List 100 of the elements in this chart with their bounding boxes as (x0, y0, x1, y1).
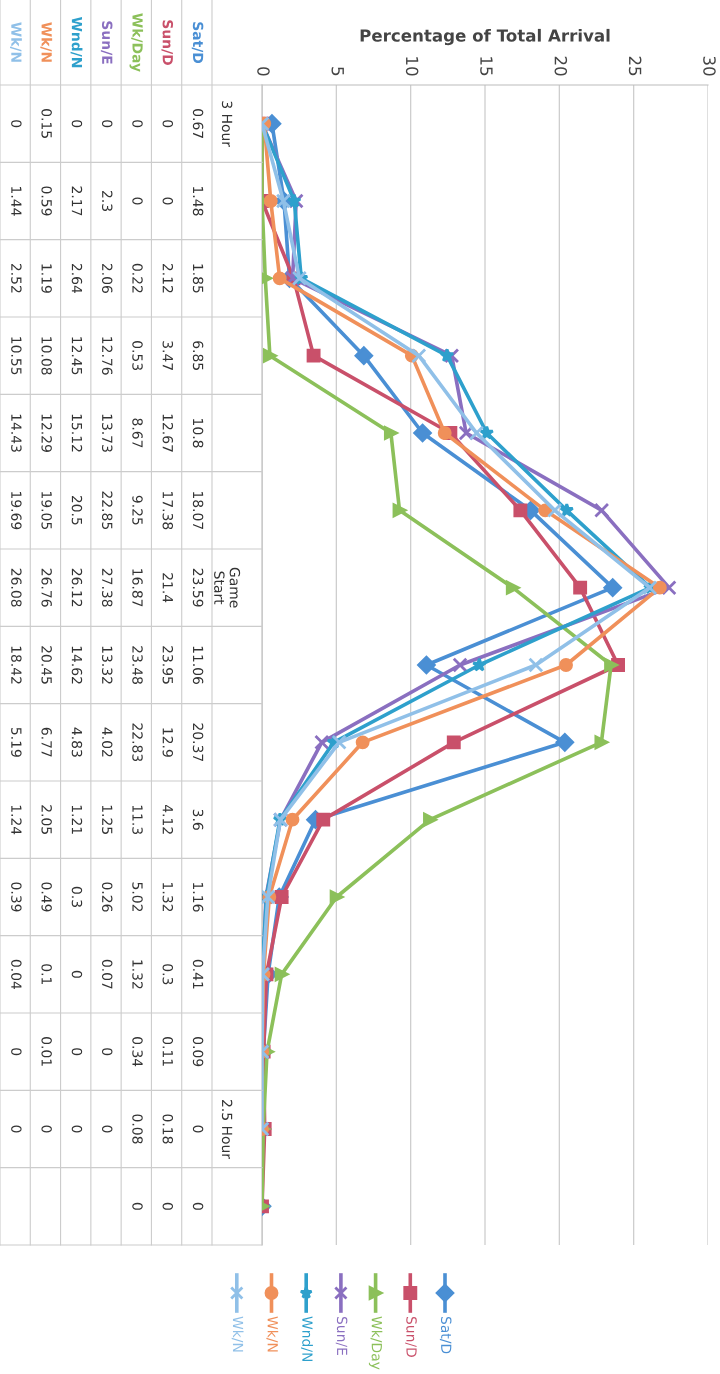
data-label: 0 (132, 120, 143, 128)
data-label: 3.47 (162, 341, 174, 370)
data-label: 0 (71, 970, 83, 978)
legend-label: Sat/D (439, 1316, 452, 1354)
data-label: 26.08 (11, 568, 22, 607)
data-label: 4.02 (101, 727, 113, 757)
data-label: 22.85 (101, 491, 113, 529)
data-label: 1.16 (192, 883, 204, 912)
data-label: 1.21 (71, 805, 83, 834)
data-label: 0.59 (41, 186, 52, 216)
data-label: 0 (162, 1202, 174, 1210)
x-tick-label: 5 (331, 67, 344, 76)
data-label: 0 (11, 1125, 22, 1133)
data-label: 11.3 (132, 805, 143, 835)
data-label: 27.38 (101, 568, 113, 607)
y-tick-label: 3 Hour (221, 101, 233, 148)
data-label: 0.18 (162, 1114, 174, 1144)
data-label: 19.69 (11, 491, 22, 530)
data-label: 0.34 (132, 1037, 143, 1067)
data-label: 23.59 (192, 568, 204, 607)
data-label: 0 (192, 1125, 204, 1133)
data-label: 1.44 (11, 187, 22, 216)
data-label: 0.11 (162, 1037, 174, 1066)
data-label: 0.01 (41, 1037, 52, 1066)
text: Wk/N (266, 1316, 279, 1352)
data-label: 3.6 (192, 809, 204, 830)
data-label: 26.12 (71, 568, 83, 607)
data-label: 10.8 (192, 419, 204, 448)
data-label: 8.67 (132, 418, 143, 448)
data-label: 19.05 (41, 491, 52, 529)
data-label: 0 (101, 1125, 113, 1133)
x-axis-title: Percentage of Total Arrival (360, 28, 610, 46)
data-label: 5.02 (132, 882, 143, 912)
text: Wk/N (40, 22, 53, 62)
data-label: 9.25 (132, 495, 143, 525)
data-label: 12.67 (162, 414, 174, 452)
data-label: 12.76 (101, 337, 113, 375)
data-label: 0.08 (132, 1114, 143, 1144)
data-label: 0.53 (132, 341, 143, 371)
data-label: 2.05 (41, 805, 52, 834)
text: Sat/D (191, 22, 204, 64)
x-tick-label: 30 (703, 56, 716, 76)
data-label: 12.45 (71, 337, 83, 375)
data-label: 6.85 (192, 341, 204, 370)
data-label: 0 (71, 1125, 83, 1133)
data-label: 0 (132, 197, 143, 205)
x-tick-label: 10 (405, 57, 419, 76)
x-tick-label: 20 (554, 56, 568, 76)
x-tick-label: 0 (257, 67, 270, 76)
data-label: 0.49 (41, 882, 52, 912)
data-label: 0.26 (101, 882, 113, 912)
data-label: 1.25 (101, 805, 113, 834)
data-label: 14.62 (71, 646, 83, 684)
data-label: 1.48 (192, 187, 204, 216)
data-label: 23.48 (132, 646, 143, 684)
data-label: 22.83 (132, 723, 143, 762)
data-label: 0 (192, 1202, 204, 1210)
data-label: 0.15 (41, 109, 52, 138)
data-label: 20.45 (41, 646, 52, 684)
data-label: 2.06 (101, 263, 113, 293)
data-label: 10.55 (11, 337, 22, 375)
data-label: 20.5 (71, 495, 83, 525)
y-tick-label: Game Start (214, 567, 241, 608)
data-label: 4.83 (71, 727, 83, 757)
data-label: 15.12 (71, 414, 83, 452)
data-label: 1.24 (11, 805, 22, 835)
data-label: 2.52 (11, 263, 22, 293)
data-label: 16.87 (132, 569, 143, 607)
data-label: 2.12 (162, 263, 174, 293)
data-label: 18.42 (11, 646, 22, 684)
data-label: 0.3 (71, 886, 83, 907)
data-label: 13.73 (101, 414, 113, 452)
data-label: 0 (162, 197, 174, 205)
text: Wnd/N (70, 16, 83, 68)
text: Wk/N (10, 22, 22, 62)
data-label: 0 (132, 1202, 143, 1210)
data-label: 14.43 (11, 414, 22, 452)
data-label: 26.76 (41, 568, 52, 607)
data-label: 11.06 (192, 646, 204, 685)
data-label: 0.1 (41, 964, 52, 985)
text: Sun/E (100, 21, 113, 64)
text: Wk/N (231, 1316, 244, 1352)
data-label: 2.3 (101, 190, 113, 211)
text: Wk/Day (368, 1316, 383, 1370)
data-label: 12.29 (41, 414, 52, 452)
data-label: 0 (11, 120, 22, 128)
text: Sun/D (161, 20, 174, 65)
data-label: 0.3 (162, 964, 174, 985)
data-label: 0 (71, 120, 83, 128)
data-label: 0.22 (132, 263, 143, 293)
data-label: 1.19 (41, 264, 52, 293)
data-label: 1.32 (162, 883, 174, 912)
data-label: 5.19 (11, 727, 22, 757)
y-tick-label: 2.5 Hour (221, 1100, 233, 1159)
data-label: 0 (11, 1048, 22, 1056)
data-label: 20.37 (192, 723, 204, 762)
data-label: 2.17 (71, 186, 83, 216)
data-label: 0.09 (192, 1037, 204, 1067)
data-label: 21.4 (162, 573, 174, 603)
x-tick-label: 15 (480, 57, 493, 76)
